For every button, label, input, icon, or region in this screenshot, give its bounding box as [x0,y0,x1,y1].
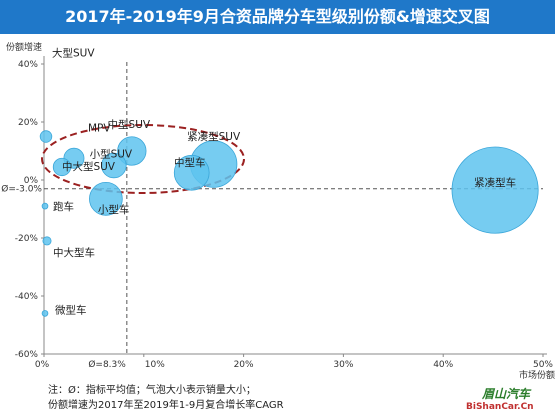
y-average-label: Ø=-3.0% [1,184,42,195]
x-tick-label: 20% [234,360,254,370]
bubble-label: 中大型SUV [62,160,116,173]
bubble-label: 中大型车 [53,246,95,259]
bubble-label: 中型SUV [108,118,151,131]
bubble-label: 微型车 [55,303,87,316]
bubble-label: 中型车 [174,156,206,169]
bubble-label: 紧凑型SUV [187,130,241,143]
y-axis-title: 份额增速 [6,41,42,53]
chart-title: 2017年-2019年9月合资品牌分车型级别份额&增速交叉图 [65,7,490,26]
x-tick-label: 50% [533,360,553,370]
y-tick-label: 0% [24,176,39,186]
x-tick-label: 0% [35,360,50,370]
x-tick-label: 40% [433,360,453,370]
y-tick-label: 40% [18,60,38,70]
bubble-label: 小型车 [98,203,130,216]
y-tick-label: 20% [18,118,38,128]
bubble [101,152,127,179]
footnote-line-2: 份额增速为2017年至2019年1-9月复合增长率CAGR [48,400,284,411]
bubble [52,157,72,177]
bubbles [39,130,539,317]
x-average-label: Ø=8.3% [88,359,126,370]
y-tick-label: -20% [15,234,39,244]
bubble-label: 紧凑型车 [474,176,516,189]
highlight-ellipse [41,124,245,194]
bubble-label: 跑车 [53,200,74,213]
bubble [39,130,53,143]
y-tick-label: -60% [15,350,39,360]
bubble [41,202,49,210]
bubble [117,136,147,166]
title-bar [0,0,555,34]
bubble [173,154,210,191]
watermark-url: BiShanCar.Cn [466,402,534,412]
bubble-label: MPV [88,122,111,134]
bubble [451,146,539,234]
x-tick-label: 10% [145,360,165,370]
bubble-label: 大型SUV [52,47,95,60]
footnote-line-1: 注：Ø：指标平均值；气泡大小表示销量大小； [48,385,256,396]
y-tick-label: -40% [15,292,39,302]
x-tick-label: 30% [333,360,353,370]
watermark-logo-text: 眉山汽车 [482,387,531,401]
bubble [41,310,49,317]
bubble-label: 小型SUV [90,148,133,161]
bubble [89,182,123,216]
x-axis-title: 市场份额 [519,369,555,381]
bubble [42,236,52,246]
